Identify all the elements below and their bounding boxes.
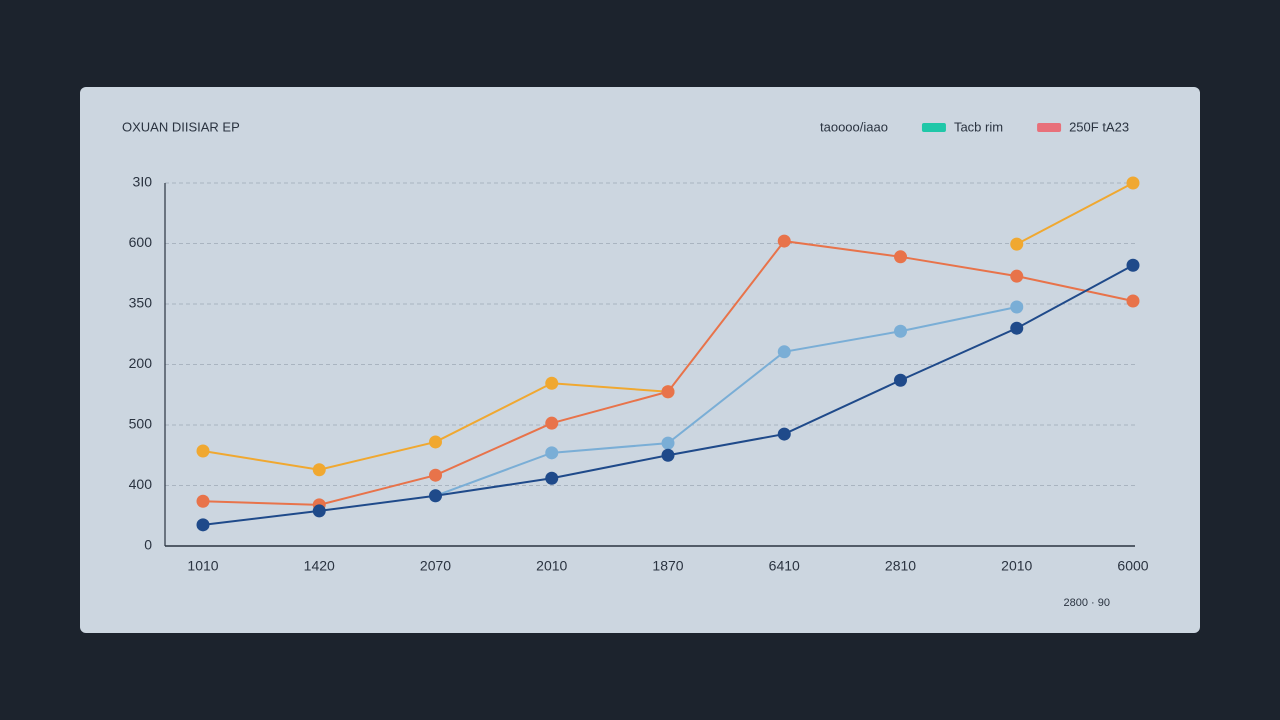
data-point <box>545 376 559 390</box>
y-tick-label: 0 <box>144 537 152 553</box>
data-point <box>1126 258 1140 272</box>
y-tick-label: 400 <box>129 476 153 492</box>
data-point <box>777 427 791 441</box>
data-point <box>429 468 442 482</box>
x-tick-label: 1010 <box>187 558 218 574</box>
legend-label: taoooo/iaao <box>820 119 888 134</box>
data-point <box>894 250 907 264</box>
y-tick-label: 3I0 <box>133 174 153 190</box>
data-point <box>545 446 559 460</box>
x-tick-label: 1870 <box>652 558 683 574</box>
x-tick-label: 2010 <box>1001 558 1032 574</box>
data-point <box>312 504 326 518</box>
data-point <box>661 436 675 450</box>
x-tick-label: 2070 <box>420 558 451 574</box>
y-tick-label: 500 <box>129 416 153 432</box>
data-point <box>777 345 791 359</box>
x-tick-label: 6000 <box>1117 558 1148 574</box>
footer: 2800 · 90 <box>1064 597 1110 609</box>
data-point <box>196 494 210 508</box>
chart-title: OXUAN DIISIAR EP <box>122 119 240 134</box>
legend-swatch <box>1037 123 1062 132</box>
legend-swatch <box>921 123 946 132</box>
legend-label: 250F tA23 <box>1069 119 1129 134</box>
data-point <box>661 385 675 399</box>
data-point <box>1010 321 1024 335</box>
data-point <box>429 435 442 449</box>
y-tick-label: 350 <box>129 295 153 311</box>
data-point <box>196 518 210 532</box>
x-tick-label: 2810 <box>885 558 916 574</box>
y-tick-label: 200 <box>129 355 153 371</box>
data-point <box>777 234 791 248</box>
x-tick-label: 6410 <box>769 558 800 574</box>
data-point <box>894 373 907 387</box>
data-point <box>545 471 559 485</box>
data-point <box>196 444 210 458</box>
data-point <box>894 324 907 338</box>
data-point <box>1010 269 1024 283</box>
data-point <box>545 416 559 430</box>
data-point <box>429 489 442 503</box>
data-point <box>1010 300 1024 314</box>
card <box>80 87 1200 633</box>
data-point <box>661 448 675 462</box>
x-tick-label: 1420 <box>304 558 335 574</box>
data-point <box>312 463 326 477</box>
x-tick-label: 2010 <box>536 558 567 574</box>
data-point <box>1126 176 1140 190</box>
series-line <box>435 306 1017 497</box>
data-point <box>1126 294 1140 308</box>
data-point <box>1010 237 1024 251</box>
legend-label: Tacb rim <box>954 119 1003 134</box>
y-tick-label: 600 <box>129 234 153 250</box>
